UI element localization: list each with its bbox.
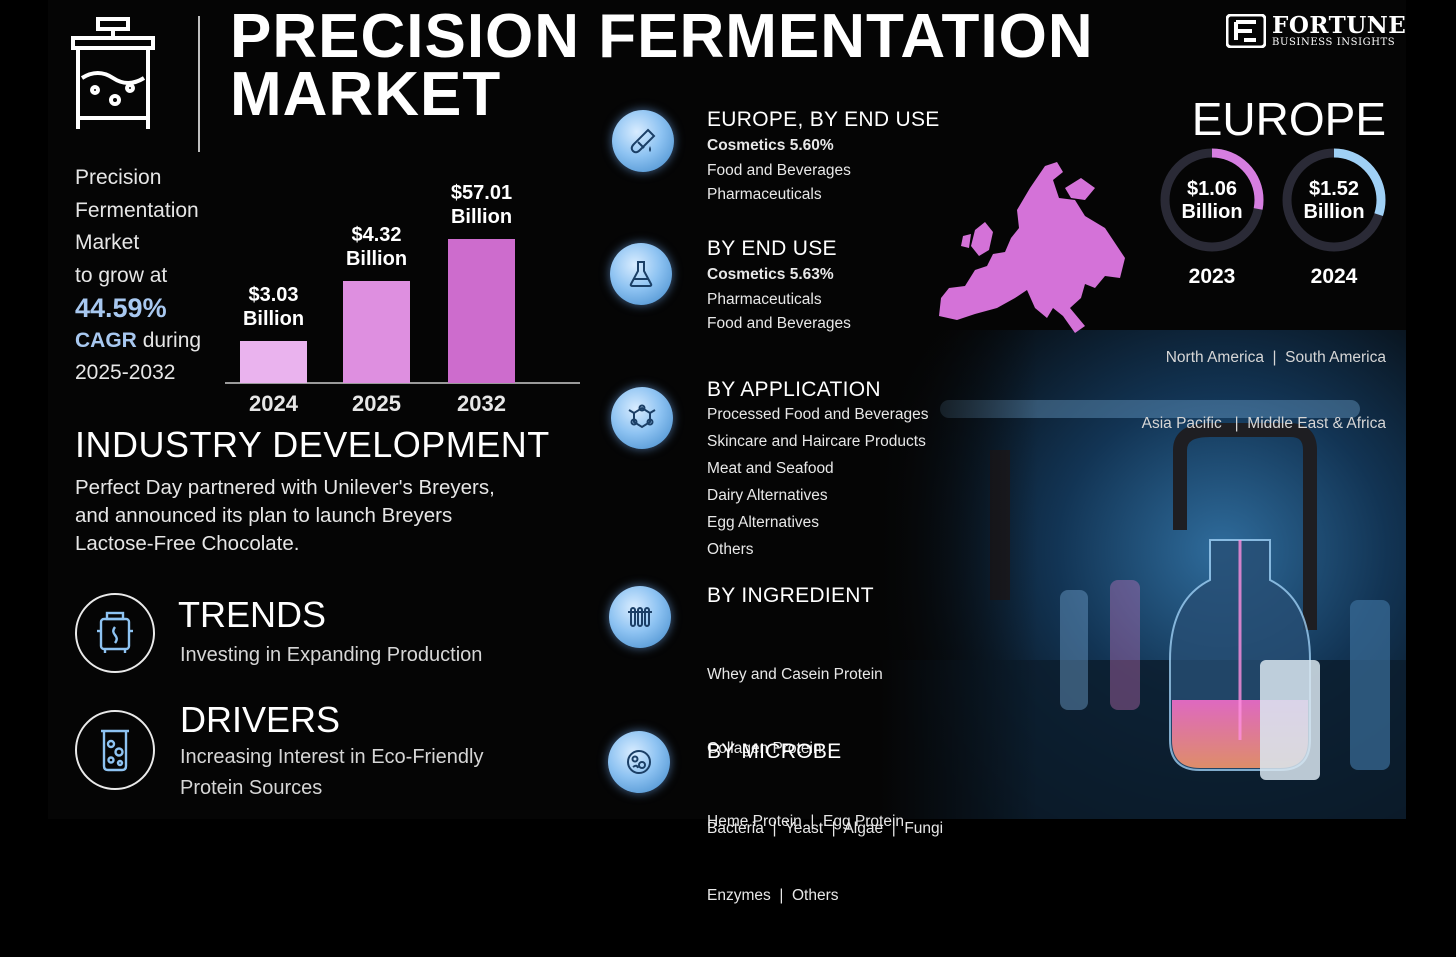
donut-year: 2024 xyxy=(1310,265,1358,288)
list-item: Processed Food and Beverages xyxy=(707,406,929,423)
list-item: Egg Alternatives xyxy=(707,513,820,531)
donut-value-amount: $1.52 xyxy=(1308,178,1360,200)
europe-donut-2024: $1.52 Billion 2024 xyxy=(1280,146,1388,289)
donut-value-unit: Billion xyxy=(1303,201,1365,223)
segment-title: BY APPLICATION xyxy=(707,378,881,401)
europe-heading: EUROPE xyxy=(1191,93,1386,145)
segment-list: Bacteria | Yeast | Algae | Fungi xyxy=(707,769,943,889)
industry-development-text: Perfect Day partnered with Unilever's Br… xyxy=(75,474,545,558)
industry-line-1: Perfect Day partnered with Unilever's Br… xyxy=(75,476,495,499)
test-tube-icon xyxy=(612,110,674,172)
forecast-period: 2025-2032 xyxy=(75,361,176,384)
cagr-value: 44.59% xyxy=(75,293,167,323)
drivers-heading: DRIVERS xyxy=(180,699,341,740)
list-item: Skincare and Haircare Products xyxy=(707,432,926,450)
x-tick-label: 2024 xyxy=(249,391,299,415)
fermenter-icon xyxy=(71,17,155,129)
segment-end-use: BY END USE Cosmetics 5.63% Pharmaceutica… xyxy=(707,237,851,337)
list-item: Cosmetics 5.60% xyxy=(707,137,834,154)
list-item: Collagen Protein xyxy=(707,739,822,757)
trends-heading: TRENDS xyxy=(178,594,327,635)
list-item: Bacteria | Yeast | Algae | Fungi xyxy=(707,820,944,837)
page-title: PRECISION FERMENTATION MARKET xyxy=(230,6,1094,126)
market-size-bar-chart: $3.03Billion2024$4.32Billion2025$57.01Bi… xyxy=(225,182,580,415)
logo-name: FORTUNE xyxy=(1272,11,1407,39)
lab-background-image xyxy=(880,330,1406,819)
trends-text: Investing in Expanding Production xyxy=(180,644,483,666)
fortune-logo: FORTUNE BUSINESS INSIGHTS xyxy=(1226,14,1406,48)
title-line-2: MARKET xyxy=(230,60,502,129)
list-item: Whey and Casein Protein xyxy=(707,666,883,683)
intro-during: during xyxy=(142,328,202,352)
segment-microbe: BY MICROBE Bacteria | Yeast | Algae | Fu… xyxy=(707,740,943,889)
bar-2024 xyxy=(240,341,307,383)
list-item: Food and Beverages xyxy=(707,161,851,179)
segment-list: Processed Food and Beverages Skincare an… xyxy=(707,402,928,563)
donut-ring xyxy=(1160,148,1264,252)
donut-arc xyxy=(1282,148,1386,252)
list-item: Cosmetics 5.63% xyxy=(707,266,834,283)
data-label-value: $3.03 xyxy=(248,284,298,306)
donut-value-unit: Billion xyxy=(1181,201,1243,223)
trends-icon-circle xyxy=(75,593,155,673)
list-item: Others xyxy=(707,540,754,558)
intro-line-3: Market xyxy=(75,231,140,254)
intro-line-4: to grow at xyxy=(75,263,168,287)
intro-line-1: Precision xyxy=(75,166,162,189)
donut-value: $1.52 Billion xyxy=(1280,178,1388,224)
data-label-unit: Billion xyxy=(346,248,407,270)
industry-line-3: Lactose-Free Chocolate. xyxy=(75,532,300,555)
molecule-icon xyxy=(611,387,673,449)
segment-title: BY END USE xyxy=(707,237,837,260)
donut-arc xyxy=(1160,148,1264,252)
segment-list: Cosmetics 5.63% Pharmaceuticals Food and… xyxy=(707,263,851,337)
donut-year: 2023 xyxy=(1188,265,1236,288)
drivers-line-1: Increasing Interest in Eco-Friendly xyxy=(180,746,484,768)
list-item: Pharmaceuticals xyxy=(707,290,822,308)
flask-icon xyxy=(610,243,672,305)
logo-sub: BUSINESS INSIGHTS xyxy=(1272,36,1396,48)
segment-title: EUROPE, BY END USE xyxy=(707,108,940,131)
other-regions: North America | South America Asia Pacif… xyxy=(1142,303,1386,457)
segment-europe-end-use: EUROPE, BY END USE Cosmetics 5.60% Food … xyxy=(707,108,940,208)
segment-application: BY APPLICATION Processed Food and Bevera… xyxy=(707,378,928,563)
market-growth-summary: Precision Fermentation Market to grow at… xyxy=(75,162,201,390)
list-item: Dairy Alternatives xyxy=(707,486,828,504)
drivers-line-2: Protein Sources xyxy=(180,777,323,799)
donut-ring xyxy=(1282,148,1386,252)
donut-value-amount: $1.06 xyxy=(1186,178,1238,200)
segment-title: BY MICROBE xyxy=(707,740,842,763)
drivers-icon-circle xyxy=(75,710,155,790)
header-divider xyxy=(198,16,200,152)
intro-line-2: Fermentation xyxy=(75,198,199,222)
segment-list: Cosmetics 5.60% Food and Beverages Pharm… xyxy=(707,134,940,208)
donut-value: $1.06 Billion xyxy=(1158,178,1266,224)
industry-development-heading: INDUSTRY DEVELOPMENT xyxy=(75,424,550,465)
data-label-unit: Billion xyxy=(243,308,304,330)
data-label-unit: Billion xyxy=(451,206,512,228)
regions-line-1: North America | South America xyxy=(1165,349,1386,366)
europe-map xyxy=(939,162,1125,333)
segment-title: BY INGREDIENT xyxy=(707,584,874,607)
beaker-icon xyxy=(101,729,129,772)
industry-line-2: and announced its plan to launch Breyers xyxy=(75,504,453,527)
cagr-label: CAGR xyxy=(75,328,137,352)
data-label-value: $57.01 xyxy=(451,182,512,204)
fortune-logo-icon xyxy=(1226,14,1266,48)
x-tick-label: 2032 xyxy=(457,391,506,415)
bar-2025 xyxy=(343,281,410,383)
drivers-text: Increasing Interest in Eco-Friendly Prot… xyxy=(180,742,483,804)
regions-line-2: Asia Pacific | Middle East & Africa xyxy=(1141,415,1386,432)
list-item: Food and Beverages xyxy=(707,315,851,332)
x-tick-label: 2025 xyxy=(352,391,401,415)
title-line-1: PRECISION FERMENTATION xyxy=(230,2,1094,71)
data-label-value: $4.32 xyxy=(351,224,401,246)
petri-dish-icon xyxy=(608,731,670,793)
bar-2032 xyxy=(448,239,515,383)
test-tube-rack-icon xyxy=(609,586,671,648)
list-item: Pharmaceuticals xyxy=(707,186,822,203)
bioreactor-icon xyxy=(97,611,133,653)
europe-donut-2023: $1.06 Billion 2023 xyxy=(1158,146,1266,289)
list-item: Meat and Seafood xyxy=(707,459,834,477)
